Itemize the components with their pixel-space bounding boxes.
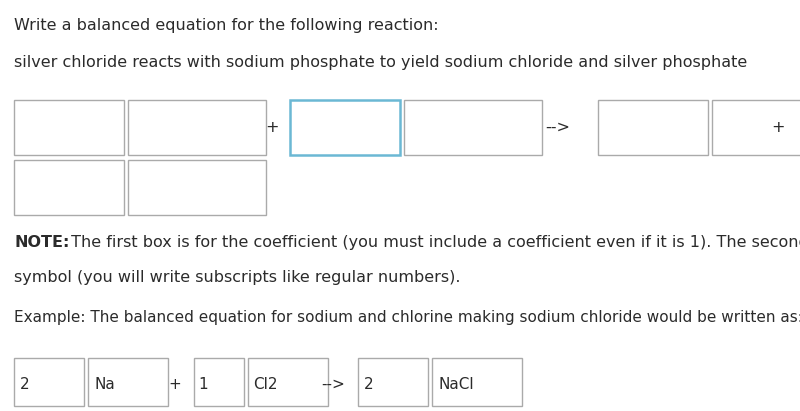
- Text: symbol (you will write subscripts like regular numbers).: symbol (you will write subscripts like r…: [14, 270, 461, 285]
- Text: NOTE:: NOTE:: [14, 235, 70, 250]
- Bar: [14, 358, 84, 406]
- Text: +: +: [169, 376, 182, 392]
- Bar: [404, 100, 542, 155]
- Text: 1: 1: [198, 376, 208, 392]
- Text: +: +: [266, 120, 278, 134]
- Text: Write a balanced equation for the following reaction:: Write a balanced equation for the follow…: [14, 18, 438, 33]
- Bar: [14, 160, 124, 215]
- Bar: [712, 100, 800, 155]
- Bar: [248, 358, 328, 406]
- Text: 2: 2: [364, 376, 374, 392]
- Text: -->: -->: [321, 376, 345, 392]
- Bar: [598, 100, 708, 155]
- Bar: [128, 100, 266, 155]
- Bar: [358, 358, 428, 406]
- Text: The first box is for the coefficient (you must include a coefficient even if it : The first box is for the coefficient (yo…: [66, 235, 800, 250]
- Text: -->: -->: [546, 120, 570, 134]
- Text: 2: 2: [20, 376, 30, 392]
- Text: Example: The balanced equation for sodium and chlorine making sodium chloride wo: Example: The balanced equation for sodiu…: [14, 310, 800, 325]
- Bar: [290, 100, 400, 155]
- Bar: [14, 100, 124, 155]
- Text: Cl2: Cl2: [253, 376, 278, 392]
- Text: silver chloride reacts with sodium phosphate to yield sodium chloride and silver: silver chloride reacts with sodium phosp…: [14, 55, 747, 70]
- Text: +: +: [771, 120, 785, 134]
- Text: Na: Na: [94, 376, 114, 392]
- Bar: [128, 160, 266, 215]
- Bar: [194, 358, 244, 406]
- Bar: [432, 358, 522, 406]
- Bar: [88, 358, 168, 406]
- Text: NaCl: NaCl: [438, 376, 474, 392]
